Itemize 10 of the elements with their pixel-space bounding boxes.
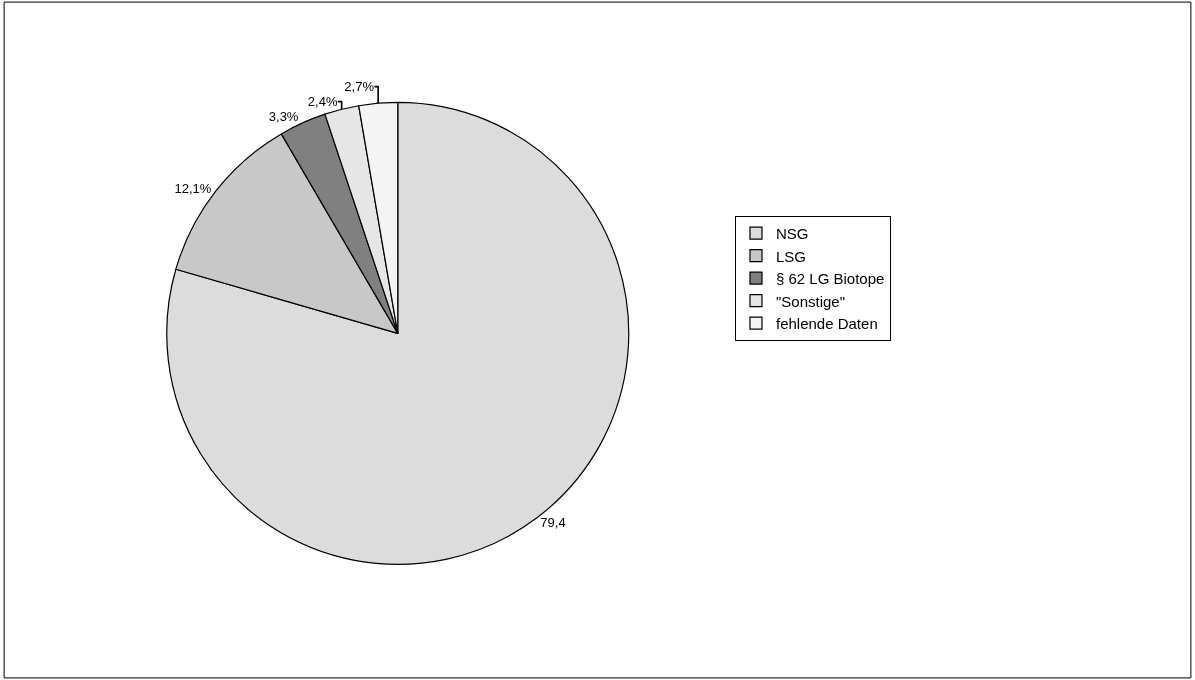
data-label: 12,1% [174,181,212,197]
legend-label: NSG [775,225,809,243]
data-label: 3,3% [268,109,299,125]
data-label: 2,4% [307,94,338,110]
legend-label: "Sonstige" [775,292,846,310]
legend-label: LSG [775,247,806,265]
legend-label: fehlende Daten [775,315,878,333]
data-label: 79,4 [540,515,566,531]
legend-label: § 62 LG Biotope [775,270,885,288]
data-label: 2,7% [344,79,375,95]
